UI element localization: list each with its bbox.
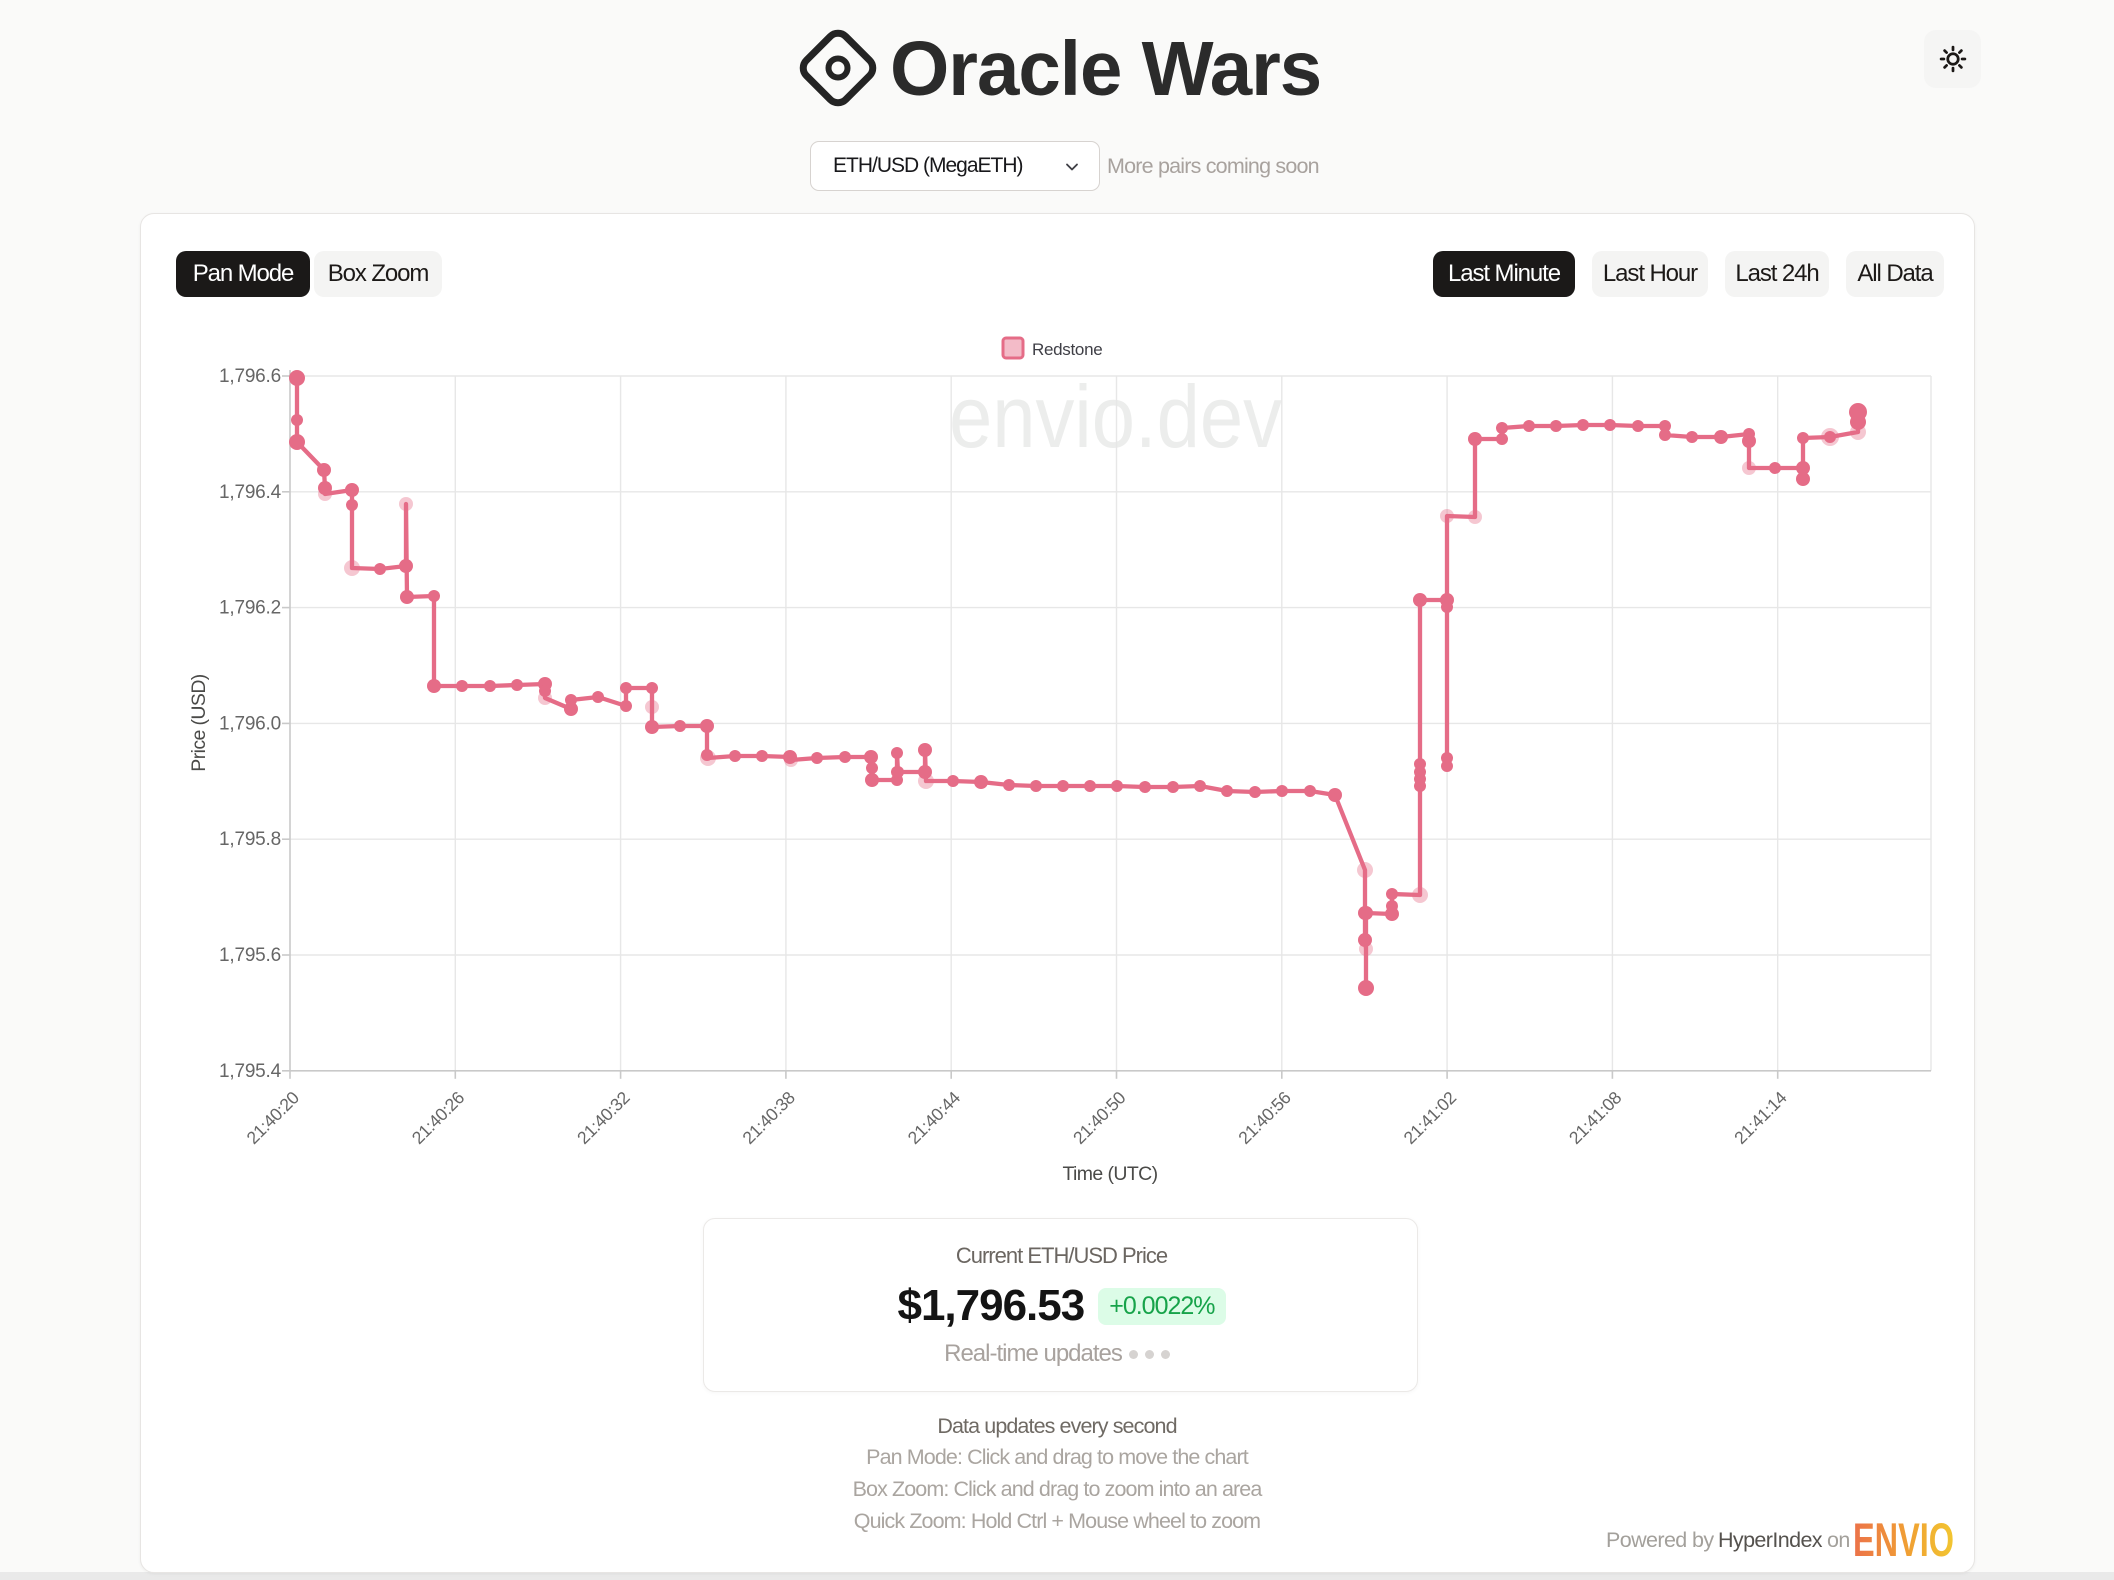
- svg-text:21:40:56: 21:40:56: [1234, 1087, 1295, 1148]
- svg-text:21:40:32: 21:40:32: [573, 1088, 633, 1148]
- svg-text:1,796.2: 1,796.2: [219, 598, 281, 619]
- svg-text:Time (UTC): Time (UTC): [1062, 1163, 1157, 1185]
- svg-text:Price (USD): Price (USD): [188, 674, 210, 772]
- svg-text:1,795.8: 1,795.8: [219, 829, 281, 850]
- svg-text:1,796.4: 1,796.4: [219, 482, 282, 503]
- svg-text:envio.dev: envio.dev: [949, 367, 1282, 466]
- svg-text:21:40:38: 21:40:38: [738, 1087, 799, 1148]
- svg-text:21:41:02: 21:41:02: [1400, 1088, 1460, 1148]
- svg-text:21:40:20: 21:40:20: [243, 1087, 304, 1148]
- svg-text:21:40:50: 21:40:50: [1069, 1087, 1130, 1148]
- svg-text:21:41:08: 21:41:08: [1565, 1087, 1626, 1148]
- svg-text:1,796.6: 1,796.6: [219, 366, 281, 387]
- svg-text:1,795.4: 1,795.4: [219, 1061, 282, 1082]
- svg-text:1,796.0: 1,796.0: [219, 713, 281, 734]
- svg-text:21:40:26: 21:40:26: [408, 1087, 469, 1148]
- svg-text:21:40:44: 21:40:44: [904, 1087, 965, 1148]
- svg-text:Redstone: Redstone: [1032, 340, 1102, 359]
- svg-text:1,795.6: 1,795.6: [219, 945, 281, 966]
- svg-text:21:41:14: 21:41:14: [1730, 1087, 1791, 1148]
- svg-text:ENVIO: ENVIO: [1853, 1517, 1954, 1561]
